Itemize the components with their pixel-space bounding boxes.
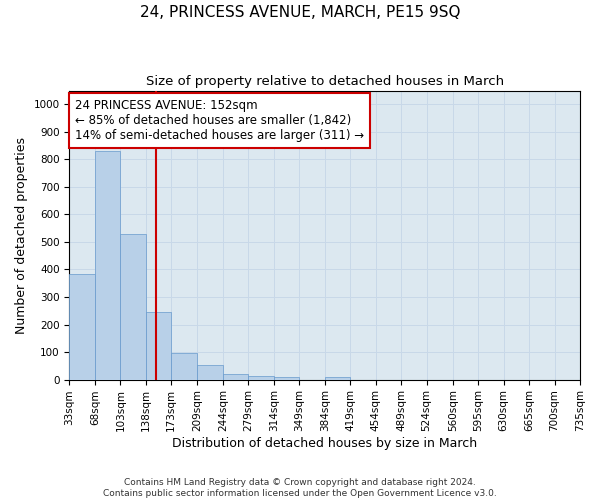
Text: 24 PRINCESS AVENUE: 152sqm
← 85% of detached houses are smaller (1,842)
14% of s: 24 PRINCESS AVENUE: 152sqm ← 85% of deta… (74, 99, 364, 142)
Bar (70, 274, 95, 380)
Bar (223, 374, 248, 380)
Text: Contains HM Land Registry data © Crown copyright and database right 2024.
Contai: Contains HM Land Registry data © Crown c… (103, 478, 497, 498)
Bar (121, 234, 146, 380)
Title: Size of property relative to detached houses in March: Size of property relative to detached ho… (146, 75, 504, 88)
Bar (325, 377, 350, 380)
Bar (146, 312, 171, 380)
Bar (171, 354, 197, 380)
Bar (95, 151, 121, 380)
Text: 24, PRINCESS AVENUE, MARCH, PE15 9SQ: 24, PRINCESS AVENUE, MARCH, PE15 9SQ (140, 5, 460, 20)
X-axis label: Distribution of detached houses by size in March: Distribution of detached houses by size … (172, 437, 477, 450)
Bar (274, 377, 299, 380)
Bar (197, 366, 223, 380)
Y-axis label: Number of detached properties: Number of detached properties (15, 136, 28, 334)
Bar (248, 376, 274, 380)
